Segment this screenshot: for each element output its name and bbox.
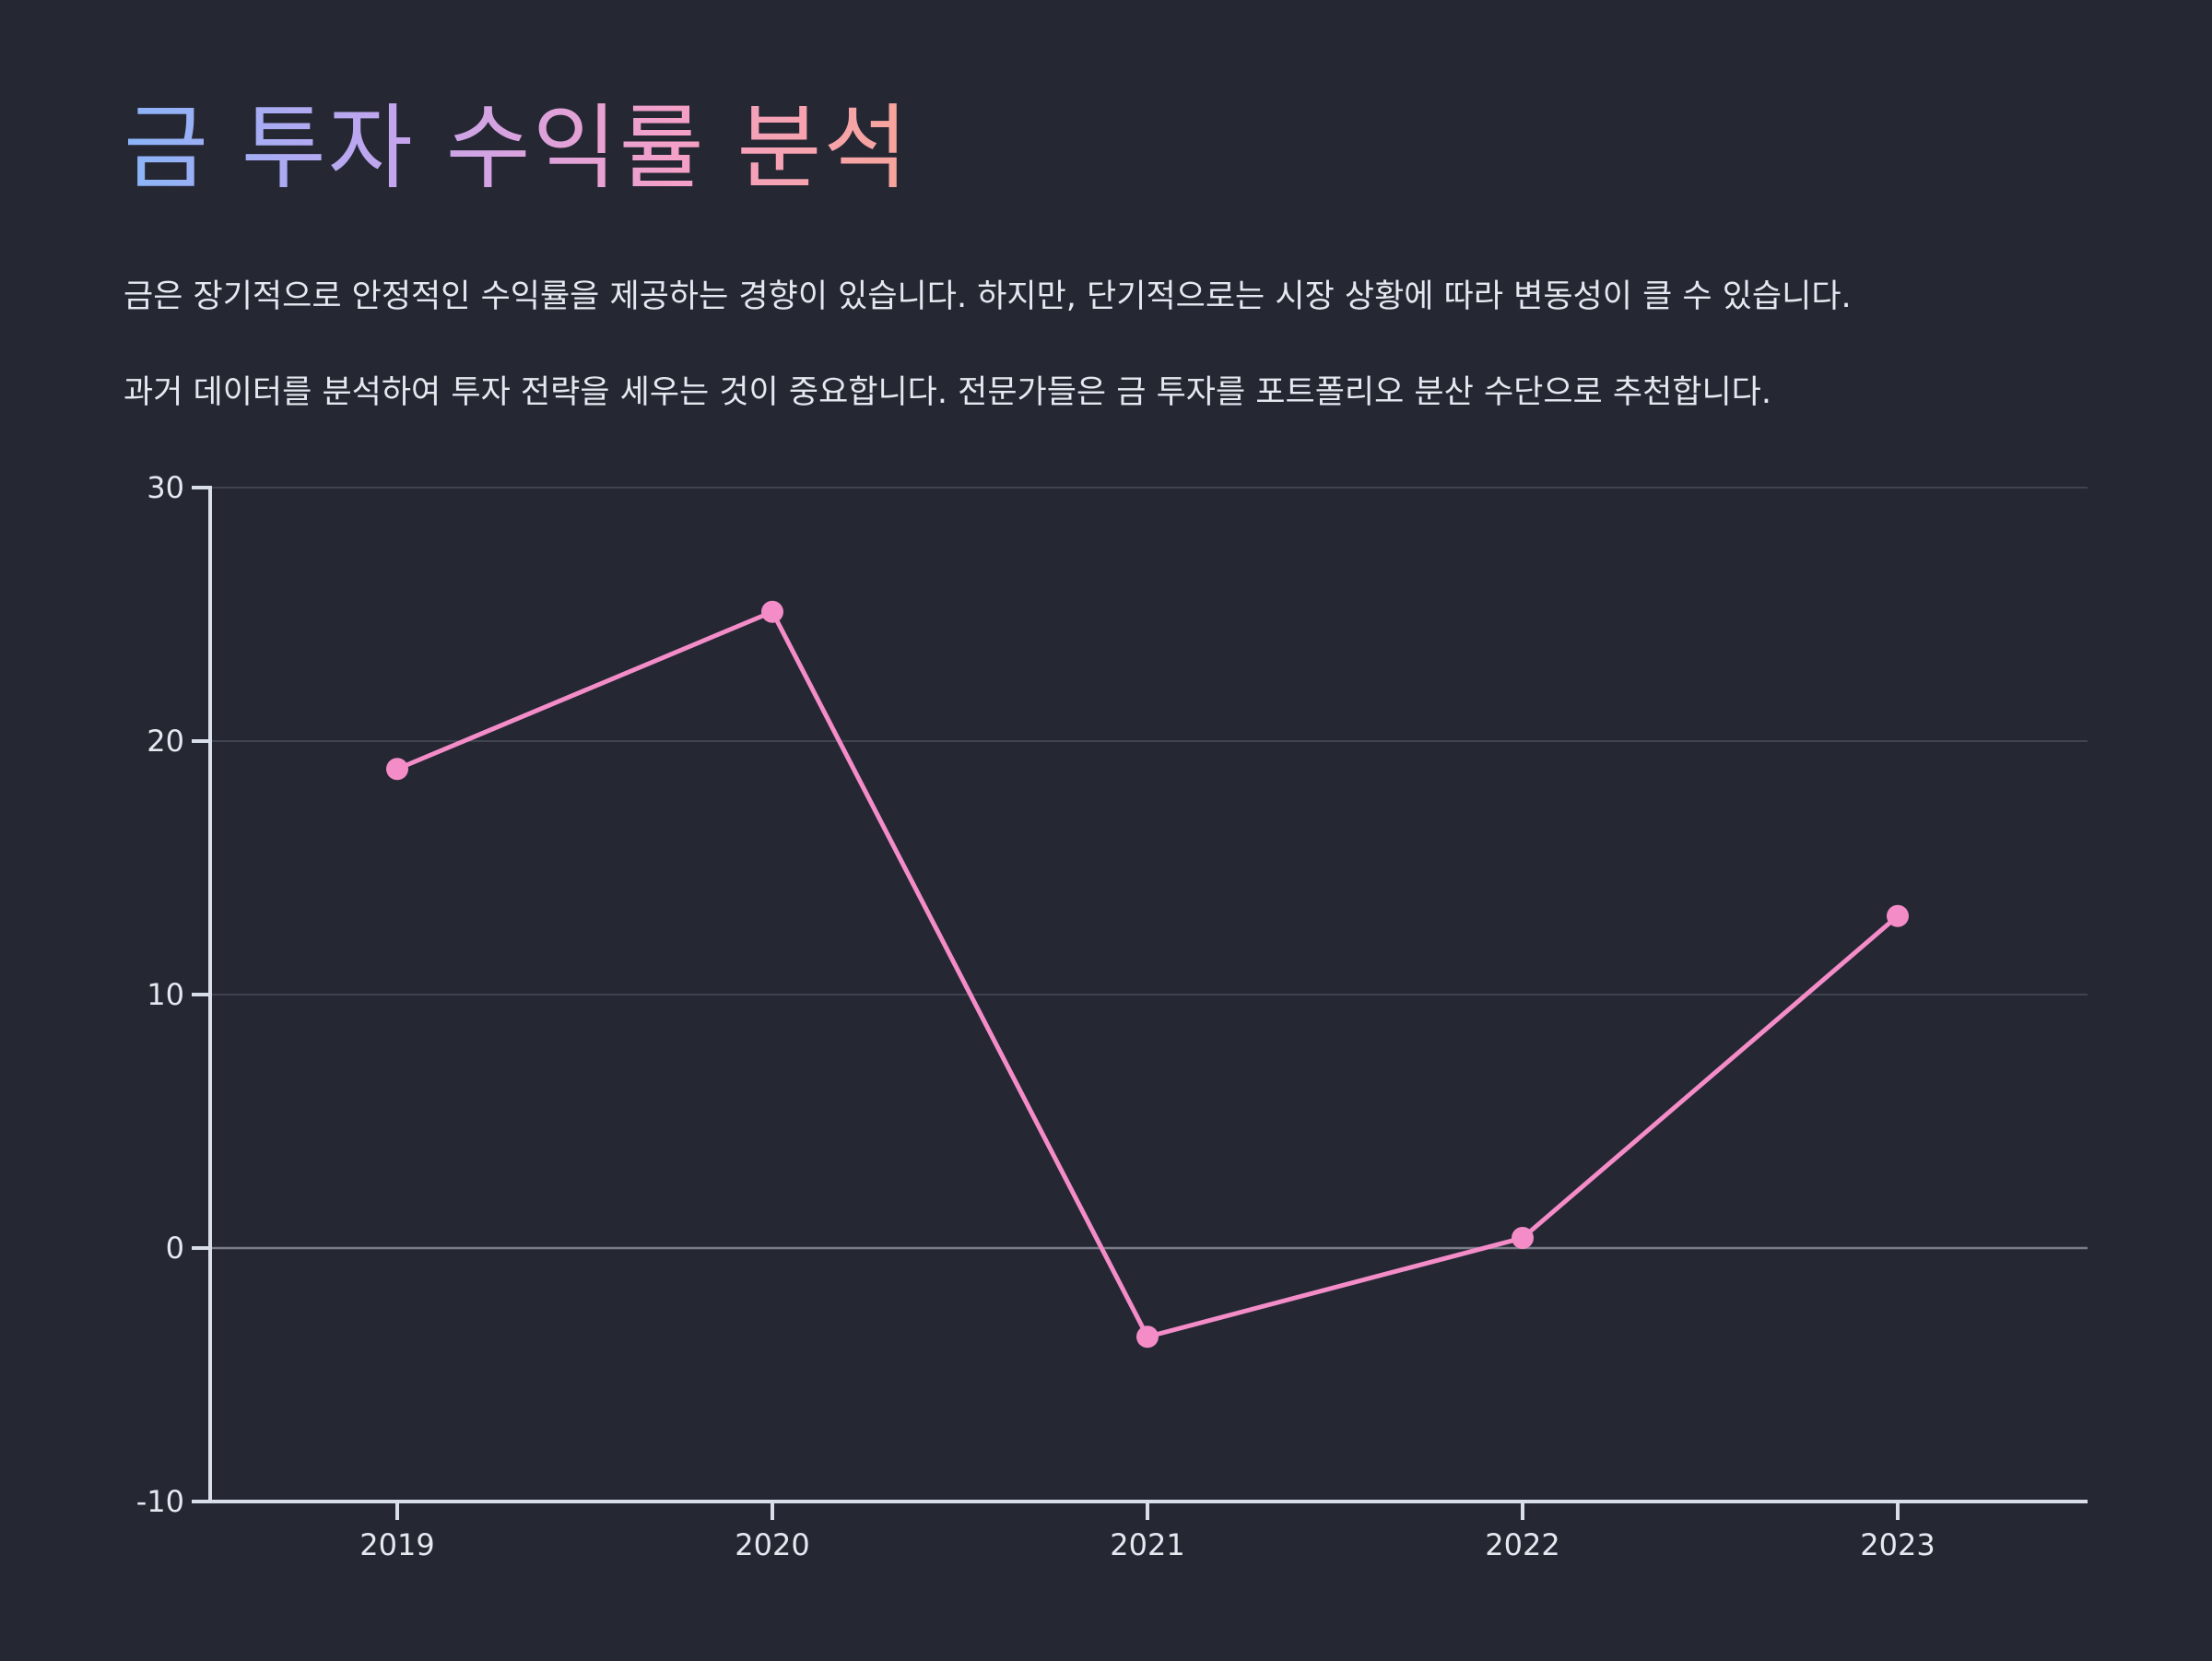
x-axis-ticks: 2019 2020 2021 2022 2023 [359,1502,1936,1562]
description-paragraph-2: 과거 데이터를 분석하여 투자 전략을 세우는 것이 중요합니다. 전문가들은 … [124,374,1772,411]
series-line [394,609,1900,1339]
description-paragraph-1: 금은 장기적으로 안정적인 수익률을 제공하는 경향이 있습니다. 하지만, 단… [124,278,1852,315]
x-tick-label: 2020 [735,1527,809,1562]
data-point [1136,1325,1159,1349]
y-tick-label: 30 [147,470,184,505]
data-point [761,600,783,623]
x-tick-label: 2021 [1110,1527,1184,1562]
y-tick-label: 20 [147,724,184,759]
x-tick-label: 2023 [1860,1527,1935,1562]
y-tick-label: -10 [136,1484,184,1519]
y-axis-ticks: 30 20 10 0 -10 [136,470,210,1519]
y-tick-label: 0 [166,1231,184,1266]
data-point [1887,904,1909,927]
y-tick-label: 10 [147,977,184,1012]
x-tick-label: 2022 [1485,1527,1559,1562]
series [386,600,1909,1349]
data-point [1512,1227,1534,1249]
grid-lines [210,487,2088,1250]
x-tick-label: 2019 [359,1527,434,1562]
data-point [386,758,408,781]
page-title: 금 투자 수익률 분석 [124,88,910,208]
